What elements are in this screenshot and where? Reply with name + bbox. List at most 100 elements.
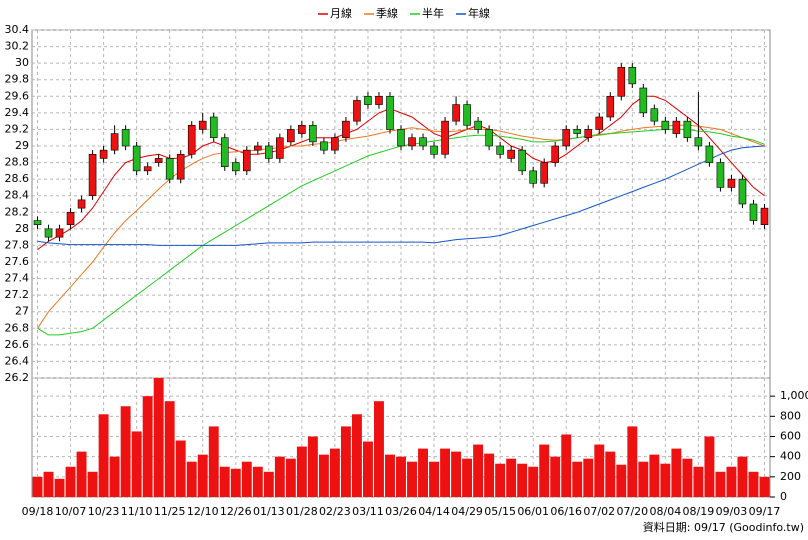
- y-tick-label: 29.6: [5, 89, 30, 102]
- candle-body: [496, 145, 504, 155]
- candle-body: [209, 116, 218, 139]
- y-tick-label: 27.8: [5, 238, 30, 251]
- candle-body: [408, 137, 416, 147]
- candle-body: [562, 129, 571, 147]
- volume-bar: [583, 458, 594, 497]
- candle-body: [187, 124, 196, 155]
- candle-body: [154, 158, 163, 163]
- x-tick-label: 09/03: [716, 505, 748, 518]
- y-tick-label: 29.8: [5, 73, 30, 86]
- candle-body: [485, 129, 493, 147]
- volume-bar: [660, 463, 671, 497]
- candle-body: [716, 162, 725, 188]
- candle-body: [595, 116, 604, 130]
- volume-bar: [98, 414, 109, 497]
- candle-body: [749, 203, 758, 221]
- volume-bar: [748, 471, 759, 497]
- volume-bar: [396, 456, 406, 497]
- volume-bar: [759, 476, 770, 497]
- candle-body: [738, 178, 747, 205]
- volume-bar: [76, 451, 87, 497]
- x-tick-label: 10/23: [88, 505, 120, 518]
- volume-bar: [54, 478, 65, 497]
- y-tick-label: 30.2: [5, 40, 30, 53]
- candle-body: [507, 149, 515, 159]
- volume-bar: [230, 468, 241, 497]
- candle-body: [88, 153, 97, 197]
- x-tick-label: 11/25: [154, 505, 186, 518]
- candle-body: [540, 162, 548, 184]
- candle-body: [606, 95, 615, 118]
- volume-bar: [726, 466, 737, 497]
- candle-body: [518, 149, 526, 172]
- candle-body: [298, 124, 306, 134]
- moving-average-line: [37, 145, 765, 246]
- volume-bar: [362, 441, 373, 497]
- volume-bar: [351, 414, 362, 497]
- legend-label: 季線: [376, 6, 398, 20]
- volume-bar: [715, 471, 726, 497]
- volume-bar: [208, 426, 219, 497]
- volume-bar: [407, 461, 417, 497]
- x-tick-label: 01/13: [253, 505, 285, 518]
- candle-body: [309, 124, 317, 143]
- volume-bar: [418, 448, 428, 497]
- candle-body: [276, 137, 284, 159]
- candle-body: [463, 104, 471, 126]
- volume-bar: [142, 396, 153, 497]
- x-tick-label: 10/07: [55, 505, 87, 518]
- volume-bar: [131, 431, 142, 497]
- volume-bar: [517, 463, 528, 497]
- candle-body: [551, 145, 560, 163]
- candle-body: [132, 145, 141, 172]
- y-tick-label: 27.6: [5, 255, 30, 268]
- volume-bar: [704, 436, 715, 497]
- candle-body: [452, 104, 460, 122]
- volume-bar: [340, 426, 351, 497]
- x-tick-label: 12/10: [187, 505, 219, 518]
- candle-body: [397, 129, 405, 147]
- candle-body: [66, 211, 75, 226]
- volume-bar: [649, 454, 660, 497]
- candle-body: [99, 149, 108, 159]
- volume-bar: [109, 456, 120, 497]
- volume-bar: [87, 471, 98, 497]
- y-tick-label: 27.2: [5, 288, 30, 301]
- candle-body: [375, 95, 383, 105]
- x-tick-label: 03/11: [352, 505, 384, 518]
- volume-bar: [385, 454, 395, 497]
- legend: 月線 季線 半年 年線: [318, 6, 490, 20]
- candle-body: [672, 120, 681, 134]
- candle-body: [287, 129, 295, 143]
- y-tick-label: 29.2: [5, 122, 30, 135]
- candle-body: [584, 129, 593, 139]
- y-tick-label: 30: [15, 56, 29, 69]
- volume-bar: [241, 461, 252, 497]
- y-tick-label: 26.4: [5, 354, 30, 367]
- volume-bar: [693, 466, 704, 497]
- candle-body: [121, 129, 130, 147]
- x-tick-label: 06/16: [550, 505, 582, 518]
- y-tick-label: 27.4: [5, 272, 30, 285]
- candle-body: [342, 120, 350, 139]
- candle-body: [529, 170, 537, 184]
- x-tick-label: 01/28: [286, 505, 318, 518]
- footer: 資料日期: 09/17 (Goodinfo.tw): [643, 520, 804, 534]
- y-tick-label: 29.4: [5, 106, 30, 119]
- volume-bar: [186, 461, 197, 497]
- candle-body: [617, 66, 626, 97]
- volume-bar: [539, 444, 550, 497]
- candle-body: [705, 145, 714, 163]
- volume-bar: [506, 458, 517, 497]
- candle-body: [44, 228, 53, 238]
- y2-tick-label: 0: [780, 490, 787, 503]
- volume-bar: [737, 456, 748, 497]
- y-tick-label: 26.6: [5, 338, 30, 351]
- candle-body: [683, 120, 692, 139]
- x-tick-label: 04/14: [418, 505, 450, 518]
- x-tick-label: 03/26: [385, 505, 417, 518]
- volume-bar: [682, 458, 693, 497]
- y2-tick-label: 800: [780, 409, 801, 422]
- volume-bar: [197, 454, 208, 497]
